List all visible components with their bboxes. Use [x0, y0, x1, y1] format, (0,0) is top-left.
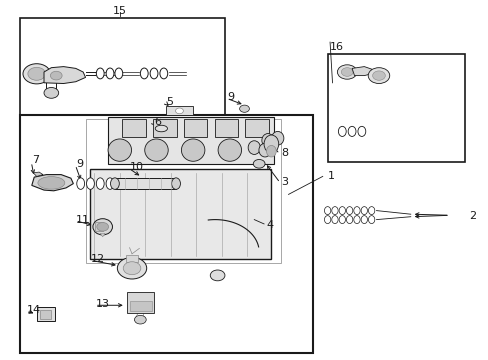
Ellipse shape [155, 125, 167, 132]
Text: 4: 4 [266, 220, 273, 230]
Ellipse shape [96, 178, 104, 189]
Ellipse shape [38, 177, 64, 189]
Circle shape [372, 71, 385, 80]
Circle shape [253, 159, 264, 168]
Ellipse shape [247, 141, 260, 154]
Bar [125, 255, 138, 262]
Bar [183, 119, 207, 137]
Circle shape [97, 222, 108, 231]
Ellipse shape [357, 126, 365, 136]
Polygon shape [351, 67, 371, 76]
Ellipse shape [347, 126, 355, 136]
Bar [122, 119, 145, 137]
Circle shape [341, 68, 352, 76]
Ellipse shape [110, 178, 119, 189]
Bar [115, 178, 176, 189]
Bar [127, 292, 154, 313]
Ellipse shape [368, 216, 374, 224]
Bar [20, 115, 312, 353]
Ellipse shape [360, 207, 367, 215]
Ellipse shape [360, 216, 367, 224]
Ellipse shape [86, 178, 94, 189]
Ellipse shape [324, 207, 330, 215]
Ellipse shape [96, 68, 104, 79]
Ellipse shape [346, 216, 352, 224]
Ellipse shape [259, 143, 271, 157]
Ellipse shape [171, 178, 180, 189]
Ellipse shape [106, 68, 114, 79]
Polygon shape [33, 172, 43, 176]
Ellipse shape [271, 131, 283, 145]
Circle shape [175, 108, 183, 114]
Ellipse shape [324, 216, 330, 224]
Text: 12: 12 [90, 254, 104, 264]
Text: 5: 5 [166, 96, 173, 107]
Bar [245, 119, 268, 137]
Text: 7: 7 [32, 155, 39, 165]
Bar [107, 117, 273, 164]
Ellipse shape [331, 216, 338, 224]
Circle shape [337, 65, 356, 79]
Bar [327, 54, 464, 162]
Text: 6: 6 [154, 117, 161, 127]
Text: 14: 14 [27, 305, 41, 315]
Ellipse shape [106, 178, 114, 189]
Ellipse shape [338, 126, 346, 136]
Circle shape [123, 262, 141, 275]
Ellipse shape [115, 68, 122, 79]
Bar [153, 119, 176, 137]
Text: 13: 13 [95, 299, 109, 309]
Bar [90, 169, 271, 259]
Polygon shape [32, 175, 73, 191]
Text: 9: 9 [227, 92, 234, 102]
Ellipse shape [353, 207, 359, 215]
Ellipse shape [150, 68, 158, 79]
Circle shape [23, 64, 50, 84]
Ellipse shape [140, 68, 148, 79]
Ellipse shape [339, 207, 345, 215]
Ellipse shape [218, 139, 241, 161]
Bar [85, 119, 281, 263]
Text: 1: 1 [327, 171, 334, 181]
Bar [40, 310, 51, 319]
Ellipse shape [266, 145, 276, 157]
Text: 16: 16 [329, 42, 344, 52]
Circle shape [239, 105, 249, 112]
Ellipse shape [368, 207, 374, 215]
Bar [214, 119, 238, 137]
Bar [166, 106, 193, 115]
Text: 8: 8 [281, 148, 288, 158]
Polygon shape [100, 233, 105, 237]
Ellipse shape [339, 216, 345, 224]
Text: 3: 3 [281, 177, 287, 187]
Bar [37, 307, 55, 321]
Text: 9: 9 [76, 159, 83, 169]
Circle shape [50, 71, 62, 80]
Bar [95, 222, 102, 231]
Ellipse shape [144, 139, 168, 161]
Circle shape [117, 257, 146, 279]
Ellipse shape [353, 216, 359, 224]
Bar [129, 301, 151, 311]
Ellipse shape [160, 68, 167, 79]
Bar [20, 18, 224, 115]
Ellipse shape [108, 139, 131, 161]
Ellipse shape [331, 207, 338, 215]
Circle shape [44, 87, 59, 98]
Circle shape [134, 315, 146, 324]
Ellipse shape [262, 134, 273, 147]
Text: 15: 15 [113, 6, 126, 16]
Circle shape [367, 68, 389, 84]
Circle shape [28, 67, 45, 80]
Ellipse shape [264, 135, 278, 153]
Circle shape [210, 270, 224, 281]
Ellipse shape [77, 178, 84, 189]
Ellipse shape [346, 207, 352, 215]
Text: 11: 11 [76, 215, 90, 225]
Ellipse shape [93, 219, 112, 235]
Ellipse shape [181, 139, 204, 161]
Text: 2: 2 [468, 211, 476, 221]
Text: 10: 10 [129, 162, 143, 172]
Polygon shape [44, 67, 85, 84]
